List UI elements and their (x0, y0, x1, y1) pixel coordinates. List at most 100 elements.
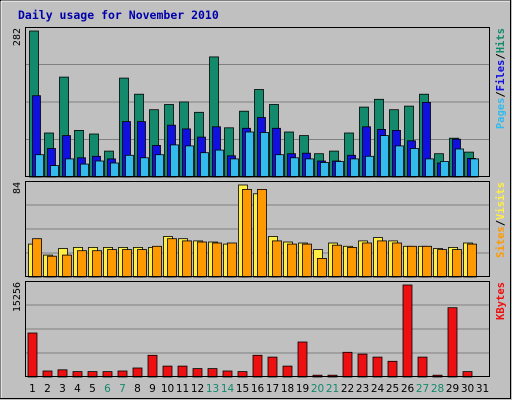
x-tick-label-15: 15 (236, 383, 249, 395)
bar-sites-day-21 (332, 244, 342, 278)
bar-pages-day-21 (335, 161, 344, 178)
bar-sites-day-1 (32, 238, 42, 278)
x-tick-label-30: 30 (461, 383, 474, 395)
bar-pages-day-11 (185, 145, 194, 178)
bar-sites-day-22 (347, 246, 357, 278)
bar-sites-day-10 (167, 238, 177, 278)
bar-pages-day-25 (395, 145, 404, 178)
bar-kbytes-day-11 (177, 365, 188, 378)
bar-sites-day-2 (47, 255, 57, 278)
bar-pages-day-8 (140, 157, 149, 178)
x-tick-label-13: 13 (206, 383, 219, 395)
x-tick-label-1: 1 (29, 383, 36, 395)
y-max-label: 282 (12, 28, 23, 46)
x-tick-label-10: 10 (161, 383, 174, 395)
x-tick-label-14: 14 (221, 383, 235, 395)
bar-sites-day-20 (317, 257, 327, 278)
bar-pages-day-7 (125, 154, 134, 178)
legend: Pages/Files/Hits (495, 28, 507, 129)
bar-pages-day-30 (470, 158, 479, 178)
x-tick-label-31: 31 (476, 383, 489, 395)
bar-kbytes-day-22 (342, 351, 353, 378)
bar-pages-day-29 (455, 148, 464, 178)
x-tick-label-29: 29 (446, 383, 459, 395)
x-tick-label-26: 26 (401, 383, 415, 395)
bar-sites-day-29 (452, 249, 462, 278)
chart-title: Daily usage for November 2010 (18, 8, 219, 22)
y-max-label: 84 (12, 182, 23, 194)
bar-pages-day-5 (95, 160, 104, 178)
panel-1: 282 Pages/Files/Hits (12, 27, 507, 178)
bar-sites-day-9 (152, 245, 162, 278)
bar-kbytes-day-16 (252, 354, 263, 378)
panel-border (25, 181, 490, 277)
bar-kbytes-day-8 (132, 367, 143, 378)
bar-sites-day-11 (182, 240, 192, 278)
x-tick-label-2: 2 (44, 383, 51, 395)
bar-pages-day-14 (230, 158, 239, 178)
bar-sites-day-8 (137, 249, 147, 278)
panel-border (25, 27, 490, 177)
x-tick-label-6: 6 (104, 383, 111, 395)
bar-sites-day-17 (272, 240, 282, 278)
x-tick-label-16: 16 (251, 383, 265, 395)
y-max-label: 15256 (12, 282, 23, 312)
bar-kbytes-day-25 (387, 360, 398, 378)
x-tick-label-5: 5 (89, 383, 96, 395)
bar-pages-day-18 (290, 157, 299, 178)
bar-kbytes-day-13 (207, 368, 218, 378)
bar-pages-day-26 (410, 148, 419, 178)
bar-sites-day-5 (92, 250, 102, 278)
bar-kbytes-day-12 (192, 368, 203, 378)
x-tick-label-3: 3 (59, 383, 66, 395)
panel-border (25, 281, 490, 377)
bar-pages-day-24 (380, 135, 389, 178)
bar-kbytes-day-18 (282, 365, 293, 378)
legend-separator: / (495, 91, 507, 97)
legend-hits: Hits (495, 28, 507, 53)
bar-sites-day-28 (437, 249, 447, 278)
bar-sites-day-30 (467, 243, 477, 278)
bar-kbytes-day-10 (162, 365, 173, 378)
bar-sites-day-7 (122, 249, 132, 278)
bar-sites-day-18 (287, 243, 297, 278)
bar-sites-day-4 (77, 250, 87, 278)
bar-pages-day-1 (35, 154, 44, 178)
bar-pages-day-4 (80, 163, 89, 178)
x-tick-label-18: 18 (281, 383, 294, 395)
bar-pages-day-10 (170, 144, 179, 178)
bar-pages-day-13 (215, 149, 224, 178)
x-tick-label-20: 20 (311, 383, 324, 395)
legend-visits: Visits (495, 182, 507, 220)
bar-sites-day-24 (377, 240, 387, 278)
bar-pages-day-20 (320, 162, 329, 178)
bar-pages-day-15 (245, 131, 254, 178)
bar-sites-day-19 (302, 243, 312, 278)
x-tick-label-28: 28 (431, 383, 444, 395)
bar-pages-day-9 (155, 154, 164, 178)
bar-sites-day-16 (257, 188, 267, 278)
bar-kbytes-day-29 (447, 307, 458, 378)
bar-pages-day-2 (50, 165, 59, 178)
bar-kbytes-day-19 (297, 341, 308, 378)
bar-pages-day-23 (365, 155, 374, 178)
panel-3: 15256 KBytes (12, 281, 507, 378)
legend-separator: / (495, 53, 507, 59)
bar-pages-day-27 (425, 158, 434, 178)
x-tick-label-22: 22 (341, 383, 354, 395)
bar-kbytes-day-24 (372, 356, 383, 378)
x-tick-label-7: 7 (119, 383, 126, 395)
bar-pages-day-16 (260, 132, 269, 178)
x-tick-label-9: 9 (149, 383, 156, 395)
bar-pages-day-28 (440, 161, 449, 178)
panel-2: 84 Sites/Visits (12, 181, 507, 278)
x-tick-label-25: 25 (386, 383, 399, 395)
bar-sites-day-27 (422, 245, 432, 278)
bar-pages-day-6 (110, 162, 119, 178)
x-tick-label-11: 11 (176, 383, 189, 395)
bar-sites-day-3 (62, 254, 72, 278)
legend: KBytes (495, 282, 507, 320)
bar-sites-day-15 (242, 188, 252, 278)
